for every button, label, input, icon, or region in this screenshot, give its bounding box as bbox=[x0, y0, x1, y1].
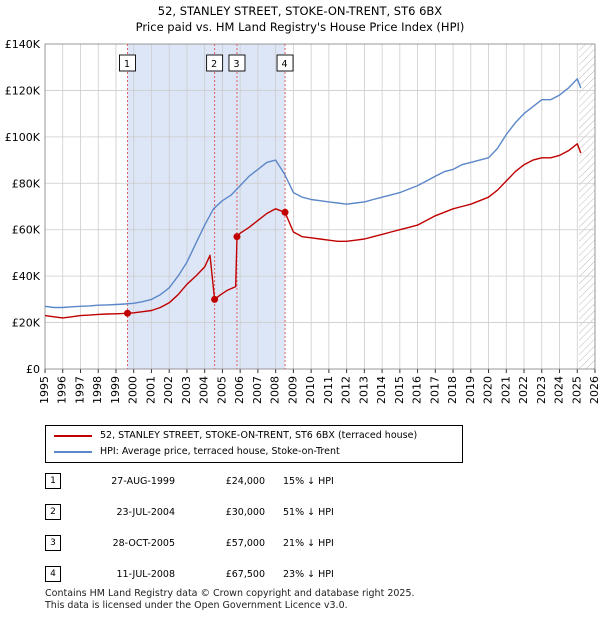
y-tick-label: £100K bbox=[5, 131, 41, 144]
transaction-hpi-diff: 15% ↓ HPI bbox=[283, 476, 334, 487]
transaction-hpi-diff: 21% ↓ HPI bbox=[283, 538, 334, 549]
x-tick-label: 2007 bbox=[251, 376, 264, 404]
x-tick-label: 2019 bbox=[464, 376, 477, 404]
shaded-ownership-band bbox=[127, 44, 286, 369]
x-tick-label: 2021 bbox=[499, 376, 512, 404]
y-tick-label: £80K bbox=[12, 177, 41, 190]
transaction-number-label: 3 bbox=[233, 59, 239, 70]
x-tick-label: 2005 bbox=[215, 376, 228, 404]
price-chart: 52, STANLEY STREET, STOKE-ON-TRENT, ST6 … bbox=[5, 4, 600, 404]
footer-license: This data is licensed under the Open Gov… bbox=[45, 600, 348, 611]
x-tick-label: 2023 bbox=[535, 376, 548, 404]
legend-label-price: 52, STANLEY STREET, STOKE-ON-TRENT, ST6 … bbox=[100, 430, 418, 441]
transaction-date: 11-JUL-2008 bbox=[116, 569, 175, 580]
transaction-number: 4 bbox=[45, 566, 61, 582]
transaction-price: £57,000 bbox=[225, 538, 265, 549]
footer: Contains HM Land Registry data © Crown c… bbox=[45, 588, 415, 612]
transaction-number-label: 1 bbox=[124, 59, 130, 70]
x-tick-label: 2013 bbox=[357, 376, 370, 404]
price-series-line bbox=[44, 143, 582, 319]
transaction-point bbox=[124, 309, 131, 317]
transaction-date: 23-JUL-2004 bbox=[116, 507, 175, 518]
x-tick-label: 2000 bbox=[127, 376, 140, 404]
x-tick-label: 2012 bbox=[340, 376, 353, 404]
x-tick-label: 2018 bbox=[446, 376, 459, 404]
transaction-point bbox=[211, 295, 219, 303]
y-tick-label: £0 bbox=[26, 363, 40, 376]
hpi-series-line bbox=[44, 78, 582, 309]
transaction-number-box bbox=[206, 54, 224, 72]
x-tick-label: 1996 bbox=[56, 376, 69, 404]
x-tick-label: 2020 bbox=[482, 376, 495, 404]
legend-label-hpi: HPI: Average price, terraced house, Stok… bbox=[100, 446, 340, 457]
transaction-date: 28-OCT-2005 bbox=[112, 538, 175, 549]
x-tick-label: 2006 bbox=[233, 376, 246, 404]
y-tick-label: £60K bbox=[12, 224, 41, 237]
legend: 52, STANLEY STREET, STOKE-ON-TRENT, ST6 … bbox=[45, 425, 463, 463]
x-tick-label: 2001 bbox=[144, 376, 157, 404]
x-tick-label: 1999 bbox=[109, 376, 122, 404]
transaction-number: 3 bbox=[45, 535, 61, 551]
transaction-number-label: 4 bbox=[282, 59, 288, 70]
x-tick-label: 2003 bbox=[180, 376, 193, 404]
transaction-number-box bbox=[119, 54, 136, 72]
transaction-price: £67,500 bbox=[225, 569, 265, 580]
transaction-price: £30,000 bbox=[225, 507, 265, 518]
plot-border bbox=[44, 43, 596, 370]
future-hatch-region bbox=[579, 44, 595, 369]
x-tick-label: 2022 bbox=[517, 376, 530, 404]
x-tick-label: 2004 bbox=[198, 376, 211, 404]
transaction-hpi-diff: 23% ↓ HPI bbox=[283, 569, 334, 580]
y-tick-label: £120K bbox=[5, 84, 41, 97]
x-tick-label: 2017 bbox=[428, 376, 441, 404]
transaction-price: £24,000 bbox=[225, 476, 265, 487]
footer-copyright: Contains HM Land Registry data © Crown c… bbox=[45, 588, 415, 599]
legend-swatch-hpi bbox=[54, 451, 92, 453]
transaction-point bbox=[281, 208, 289, 216]
x-tick-label: 2002 bbox=[162, 376, 175, 404]
transaction-date: 27-AUG-1999 bbox=[111, 476, 175, 487]
transaction-number-label: 2 bbox=[211, 59, 217, 70]
transaction-point bbox=[233, 233, 241, 241]
x-tick-label: 2008 bbox=[269, 376, 282, 404]
chart-subtitle: Price paid vs. HM Land Registry's House … bbox=[136, 20, 465, 34]
x-tick-label: 2026 bbox=[588, 376, 600, 404]
x-tick-label: 2024 bbox=[553, 376, 566, 404]
x-tick-label: 2016 bbox=[411, 376, 424, 404]
transaction-number-box bbox=[228, 54, 246, 72]
transaction-number: 1 bbox=[45, 473, 61, 489]
y-tick-label: £40K bbox=[12, 270, 41, 283]
chart-title: 52, STANLEY STREET, STOKE-ON-TRENT, ST6 … bbox=[158, 4, 443, 18]
transaction-number: 2 bbox=[45, 504, 61, 520]
x-tick-label: 1998 bbox=[91, 376, 104, 404]
x-tick-label: 2010 bbox=[304, 376, 317, 404]
x-tick-label: 2011 bbox=[322, 376, 335, 404]
x-tick-label: 2009 bbox=[286, 376, 299, 404]
x-tick-label: 1995 bbox=[38, 376, 51, 404]
y-tick-label: £20K bbox=[12, 317, 41, 330]
x-tick-label: 2025 bbox=[570, 376, 583, 404]
x-tick-label: 1997 bbox=[73, 376, 86, 404]
y-tick-label: £140K bbox=[5, 38, 41, 51]
transaction-hpi-diff: 51% ↓ HPI bbox=[283, 507, 334, 518]
x-tick-label: 2014 bbox=[375, 376, 388, 404]
x-tick-label: 2015 bbox=[393, 376, 406, 404]
legend-swatch-price bbox=[54, 435, 92, 437]
transaction-number-box bbox=[276, 54, 294, 72]
